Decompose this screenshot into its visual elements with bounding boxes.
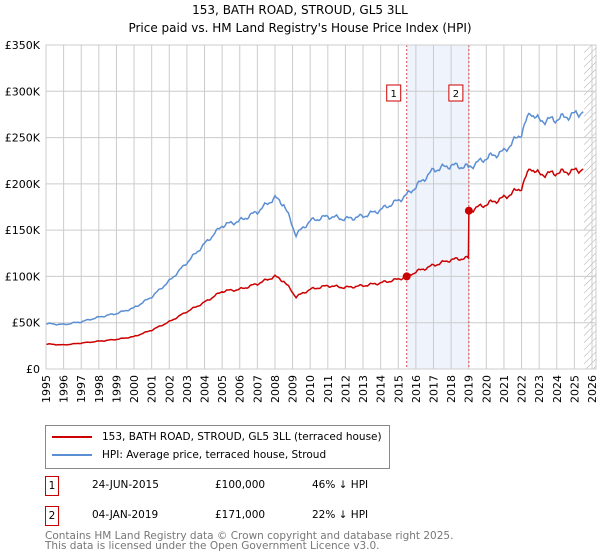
legend-item-hpi: HPI: Average price, terraced house, Stro… — [52, 449, 326, 461]
x-tick-label: 2023 — [533, 375, 546, 403]
hpi-line — [45, 109, 584, 326]
sale-label: 1 — [391, 89, 397, 100]
y-tick-label: £150K — [5, 224, 41, 237]
y-tick-label: £100K — [5, 270, 41, 283]
x-tick-label: 2022 — [516, 375, 529, 403]
x-tick-label: 1999 — [110, 375, 123, 403]
sale-price: £100,000 — [215, 479, 266, 491]
x-tick-label: 2006 — [234, 375, 247, 403]
y-tick-label: £50K — [12, 317, 41, 330]
chart-subtitle: Price paid vs. HM Land Registry's House … — [128, 21, 471, 35]
sale-hpi-diff: 22% ↓ HPI — [312, 509, 369, 521]
x-tick-label: 1998 — [93, 375, 106, 403]
y-tick-label: £200K — [5, 178, 41, 191]
x-tick-label: 1995 — [40, 375, 53, 403]
sale-date: 24-JUN-2015 — [92, 479, 159, 491]
x-tick-label: 2025 — [568, 375, 581, 403]
sale-label: 2 — [453, 89, 459, 100]
x-tick-label: 2003 — [181, 375, 194, 403]
x-tick-label: 2016 — [410, 375, 423, 403]
y-tick-label: £300K — [5, 85, 41, 98]
sale-point — [402, 272, 411, 281]
sale-point — [464, 206, 473, 215]
footer: Contains HM Land Registry data © Crown c… — [45, 530, 454, 552]
table-row: 1 24-JUN-2015 £100,000 46% ↓ HPI — [45, 476, 405, 496]
sale-label-box — [448, 84, 464, 102]
chart-title: 153, BATH ROAD, STROUD, GL5 3LL — [192, 3, 408, 17]
x-tick-label: 2017 — [427, 375, 440, 403]
price-paid-line — [45, 167, 584, 346]
x-tick-label: 1997 — [75, 375, 88, 403]
x-tick-label: 2009 — [287, 375, 300, 403]
x-tick-label: 2013 — [357, 375, 370, 403]
legend-item-property: 153, BATH ROAD, STROUD, GL5 3LL (terrace… — [52, 431, 382, 443]
sale-marker-badge: 1 — [45, 476, 59, 496]
x-tick-label: 2004 — [199, 375, 212, 403]
x-tick-label: 2005 — [216, 375, 229, 403]
x-tick-label: 2010 — [304, 375, 317, 403]
legend: 153, BATH ROAD, STROUD, GL5 3LL (terrace… — [45, 425, 390, 469]
x-tick-label: 2000 — [128, 375, 141, 403]
x-tick-label: 2002 — [163, 375, 176, 403]
x-tick-label: 2021 — [498, 375, 511, 403]
legend-swatch-red — [52, 436, 92, 438]
forecast-hatch — [584, 45, 596, 369]
x-tick-label: 2001 — [146, 375, 159, 403]
x-tick-label: 2020 — [480, 375, 493, 403]
footer-licence: This data is licensed under the Open Gov… — [45, 540, 380, 552]
x-tick-label: 1996 — [58, 375, 71, 403]
plot-border — [45, 44, 597, 370]
sale-date: 04-JAN-2019 — [92, 509, 159, 521]
x-tick-label: 2018 — [445, 375, 458, 403]
x-tick-label: 2024 — [551, 375, 564, 403]
price-chart: 153, BATH ROAD, STROUD, GL5 3LL Price pa… — [5, 3, 599, 403]
x-tick-label: 2011 — [322, 375, 335, 403]
sale-hpi-diff: 46% ↓ HPI — [312, 479, 369, 491]
y-tick-label: £350K — [5, 39, 41, 52]
x-tick-label: 2012 — [339, 375, 352, 403]
table-row: 2 04-JAN-2019 £171,000 22% ↓ HPI — [45, 506, 405, 526]
sale-marker-badge: 2 — [45, 506, 59, 526]
x-tick-label: 2019 — [463, 375, 476, 403]
footer-copyright: Contains HM Land Registry data © Crown c… — [45, 530, 454, 542]
y-tick-label: £0 — [26, 363, 40, 376]
x-tick-label: 2008 — [269, 375, 282, 403]
legend-swatch-blue — [52, 454, 92, 456]
x-tick-label: 2007 — [251, 375, 264, 403]
x-tick-label: 2014 — [375, 375, 388, 403]
legend-label: HPI: Average price, terraced house, Stro… — [102, 449, 327, 461]
sale-label-box — [386, 84, 402, 102]
sale-price: £171,000 — [215, 509, 266, 521]
y-tick-label: £250K — [5, 132, 41, 145]
x-tick-label: 2015 — [392, 375, 405, 403]
legend-label: 153, BATH ROAD, STROUD, GL5 3LL (terrace… — [102, 431, 382, 443]
x-tick-label: 2026 — [586, 375, 599, 403]
